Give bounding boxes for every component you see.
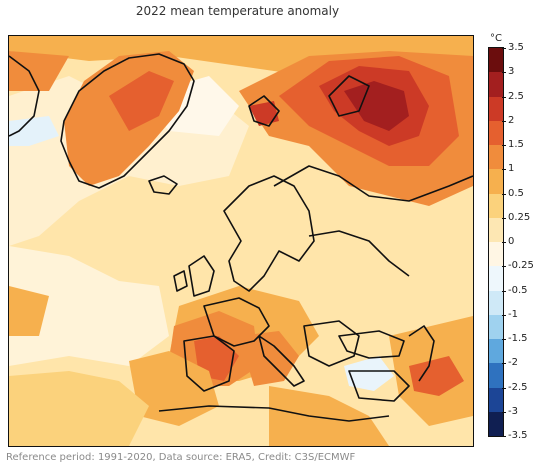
iberia-coast bbox=[183, 335, 235, 392]
colorbar bbox=[488, 47, 504, 437]
colorbar-tick-mark bbox=[502, 169, 506, 171]
scandinavia-coast bbox=[223, 175, 315, 292]
colorbar-tick-mark bbox=[502, 411, 506, 413]
colorbar-segment bbox=[489, 411, 503, 436]
colorbar-segment bbox=[489, 72, 503, 97]
footer-credit: Reference period: 1991-2020, Data source… bbox=[6, 452, 356, 463]
colorbar-tick-label: -1 bbox=[508, 308, 518, 320]
colorbar-tick-label: -0.25 bbox=[508, 260, 534, 272]
colorbar-segment bbox=[489, 120, 503, 145]
colorbar-tick-label: -2.5 bbox=[508, 381, 528, 393]
colorbar-tick-mark bbox=[502, 290, 506, 292]
ireland-coast bbox=[173, 270, 188, 292]
balkans-coast bbox=[303, 320, 360, 367]
colorbar-segment bbox=[489, 48, 503, 73]
black-sea-coast bbox=[338, 330, 405, 359]
colorbar-tick-mark bbox=[502, 339, 506, 340]
baltic-east-border bbox=[308, 230, 410, 277]
colorbar-segment bbox=[489, 266, 503, 291]
colorbar-segment bbox=[489, 339, 503, 364]
middle-east-hot-patch bbox=[409, 356, 464, 396]
novaya-zemlya-coast bbox=[328, 75, 370, 117]
colorbar-tick-label: -3 bbox=[508, 405, 518, 417]
north-africa-warm bbox=[269, 386, 389, 446]
colorbar-tick-label: -3.5 bbox=[508, 430, 528, 441]
colorbar-segment bbox=[489, 145, 503, 170]
colorbar-tick-mark bbox=[502, 242, 506, 243]
colorbar-tick-label: 3.5 bbox=[508, 42, 524, 53]
colorbar-segment bbox=[489, 242, 503, 267]
colorbar-tick-mark bbox=[502, 436, 506, 437]
map-title: 2022 mean temperature anomaly bbox=[135, 4, 340, 18]
colorbar-segment bbox=[489, 193, 503, 218]
colorbar-tick-label: -1.5 bbox=[508, 333, 528, 344]
north-africa-coast bbox=[158, 405, 390, 422]
colorbar-tick-mark bbox=[502, 48, 506, 49]
arctic-warm-patch-west bbox=[9, 51, 69, 91]
colorbar-segment bbox=[489, 314, 503, 339]
colorbar-tick-mark bbox=[502, 145, 506, 146]
coastlines bbox=[9, 53, 473, 422]
colorbar-tick-mark bbox=[502, 72, 506, 74]
colorbar-segment bbox=[489, 217, 503, 242]
kara-peak-zone bbox=[344, 81, 409, 131]
colorbar-tick-mark bbox=[502, 96, 506, 98]
italy-warm bbox=[239, 331, 299, 386]
colorbar-tick-label: 0.25 bbox=[508, 211, 531, 223]
colorbar-segment bbox=[489, 363, 503, 388]
colorbar-segment bbox=[489, 96, 503, 121]
colorbar-unit: °C bbox=[490, 33, 502, 44]
colorbar-tick-label: 3 bbox=[508, 66, 515, 78]
colorbar-segment bbox=[489, 387, 503, 412]
colorbar-segment bbox=[489, 169, 503, 194]
west-atlantic-warm bbox=[9, 286, 49, 336]
colorbar-tick-mark bbox=[502, 387, 506, 389]
temperature-anomaly-map bbox=[8, 35, 474, 447]
atlantic-pale-zone-south bbox=[9, 246, 169, 366]
colorbar-tick-label: -2 bbox=[508, 357, 518, 369]
anatolia-coast bbox=[348, 370, 410, 402]
italy-coast bbox=[258, 335, 305, 387]
greenland-coast bbox=[60, 53, 195, 189]
colorbar-tick-mark bbox=[502, 363, 506, 365]
colorbar-tick-label: 2 bbox=[508, 114, 515, 126]
colorbar-tick-label: 0 bbox=[508, 236, 515, 247]
colorbar-tick-mark bbox=[502, 314, 506, 316]
colorbar-segment bbox=[489, 290, 503, 315]
cold-anomaly-patch-2 bbox=[344, 356, 394, 391]
colorbar-tick-label: -0.5 bbox=[508, 284, 528, 296]
colorbar-tick-label: 0.5 bbox=[508, 187, 524, 199]
colorbar-tick-label: 1.5 bbox=[508, 139, 524, 150]
greenland-core bbox=[109, 71, 174, 131]
colorbar-tick-mark bbox=[502, 120, 506, 122]
cold-anomaly-patch-1 bbox=[9, 116, 59, 146]
russia-north-coast bbox=[273, 165, 473, 202]
southwest-warm bbox=[9, 371, 149, 446]
iceland-coast bbox=[148, 175, 178, 195]
colorbar-tick-mark bbox=[502, 266, 506, 268]
caspian-coast bbox=[408, 325, 435, 382]
svalbard-hot-patch bbox=[249, 101, 279, 126]
colorbar-tick-mark bbox=[502, 193, 506, 195]
great-britain-coast bbox=[188, 255, 215, 297]
colorbar-tick-mark bbox=[502, 217, 506, 219]
colorbar-tick-label: 2.5 bbox=[508, 90, 524, 102]
svalbard-coast bbox=[248, 95, 280, 127]
canada-coast bbox=[9, 55, 40, 137]
colorbar-tick-label: 1 bbox=[508, 163, 515, 175]
